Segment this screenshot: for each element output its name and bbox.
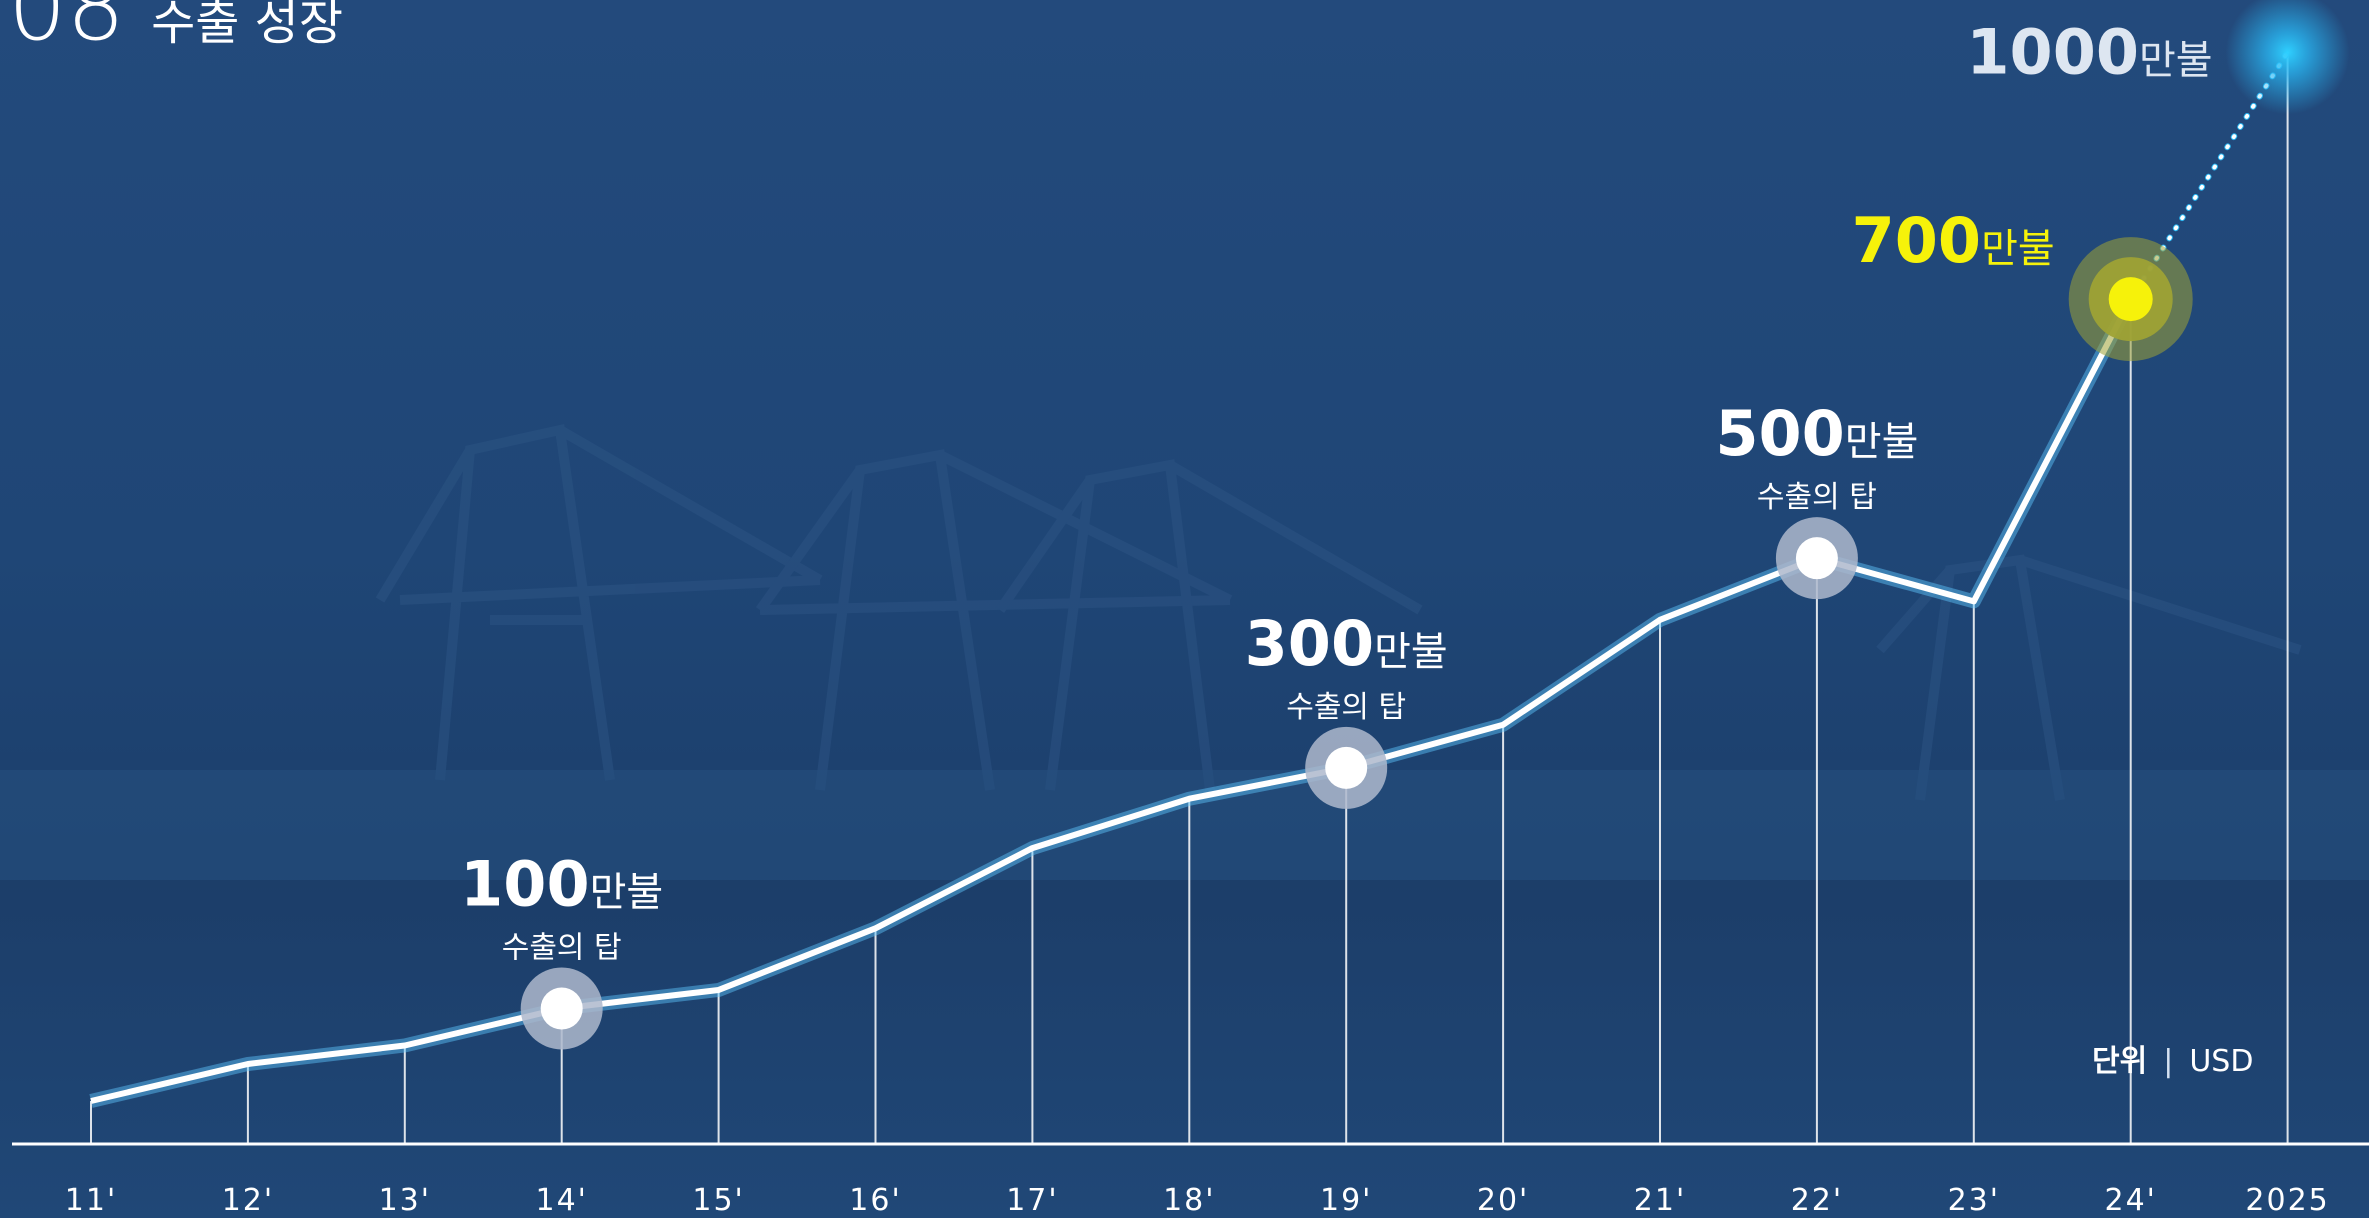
x-tick-label: 15' bbox=[692, 1183, 744, 1218]
value-unit: 만불 bbox=[1374, 629, 1448, 675]
x-tick-label: 16' bbox=[849, 1183, 901, 1218]
unit-value: USD bbox=[2189, 1044, 2254, 1079]
target-glow bbox=[2225, 0, 2350, 115]
value-number: 100 bbox=[460, 847, 589, 920]
value-number: 1000 bbox=[1966, 15, 2139, 88]
drop-lines bbox=[90, 52, 2289, 1144]
x-tick-label: 18' bbox=[1163, 1183, 1215, 1218]
x-tick-label: 21' bbox=[1634, 1183, 1686, 1218]
x-tick-label: 13' bbox=[379, 1183, 431, 1218]
milestone-caption: 수출의 탑 bbox=[1757, 480, 1877, 515]
unit-separator: | bbox=[2163, 1044, 2174, 1079]
value-unit: 만불 bbox=[1981, 226, 2055, 272]
value-unit: 만불 bbox=[2139, 37, 2213, 83]
value-number: 500 bbox=[1715, 397, 1844, 470]
milestone-caption: 수출의 탑 bbox=[502, 930, 622, 965]
value-number: 700 bbox=[1852, 204, 1981, 277]
unit-key: 단위 bbox=[2092, 1044, 2148, 1079]
section-title: 수출 성장 bbox=[151, 0, 343, 51]
section-number: 08 bbox=[8, 0, 126, 61]
x-tick-label: 17' bbox=[1006, 1183, 1058, 1218]
x-tick-label: 12' bbox=[222, 1183, 274, 1218]
value-label: 100만불 bbox=[460, 847, 663, 920]
value-label: 700만불 bbox=[1852, 204, 2055, 277]
unit-label: 단위 | USD bbox=[2092, 1036, 2253, 1080]
value-unit: 만불 bbox=[1845, 419, 1919, 465]
milestone-caption: 수출의 탑 bbox=[1286, 690, 1406, 725]
x-tick-labels: 11' 12' 13' 14' 15' 16' 17' 18' 19' 20' 21' 22' 23' 2… bbox=[65, 1183, 2329, 1218]
milestone-marker bbox=[1325, 746, 1368, 789]
x-tick-label: 23' bbox=[1948, 1183, 2000, 1218]
x-tick-label: 22' bbox=[1791, 1183, 1843, 1218]
value-label: 300만불 bbox=[1245, 607, 1448, 680]
milestone-marker bbox=[540, 987, 583, 1030]
value-label: 1000만불 bbox=[1966, 15, 2212, 88]
page-title: 08 수출 성장 bbox=[8, 0, 343, 54]
x-tick-label: 11' bbox=[65, 1183, 117, 1218]
milestone-marker bbox=[1795, 537, 1838, 580]
value-unit: 만불 bbox=[590, 869, 664, 915]
x-tick-label: 20' bbox=[1477, 1183, 1529, 1218]
value-label: 500만불 bbox=[1715, 397, 1918, 470]
x-tick-label: 2025 bbox=[2245, 1183, 2329, 1218]
x-tick-label: 24' bbox=[2104, 1183, 2156, 1218]
value-number: 300 bbox=[1245, 607, 1374, 680]
crane-silhouettes bbox=[375, 423, 2302, 801]
x-tick-label: 19' bbox=[1320, 1183, 1372, 1218]
current-marker bbox=[2108, 277, 2153, 322]
x-tick-label: 14' bbox=[535, 1183, 587, 1218]
